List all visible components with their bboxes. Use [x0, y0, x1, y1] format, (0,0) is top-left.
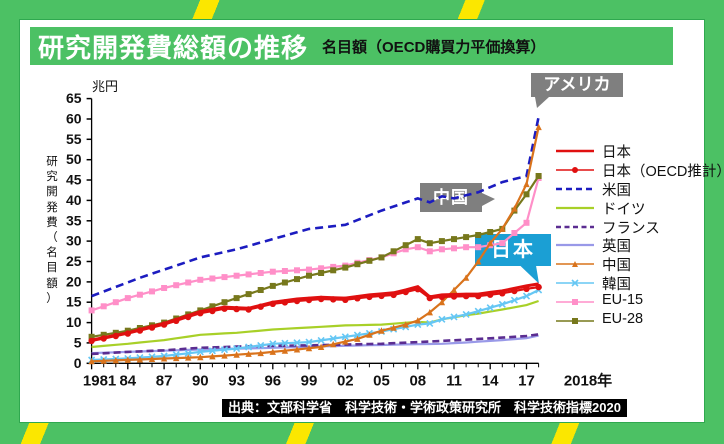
svg-text:17: 17	[518, 372, 535, 389]
svg-text:0: 0	[74, 355, 82, 371]
svg-text:10: 10	[66, 314, 82, 330]
svg-text:40: 40	[66, 192, 82, 208]
svg-text:05: 05	[373, 372, 390, 389]
svg-text:2018年: 2018年	[564, 371, 612, 389]
svg-text:90: 90	[192, 372, 209, 389]
svg-text:93: 93	[228, 372, 245, 389]
svg-text:14: 14	[482, 372, 499, 389]
svg-text:35: 35	[66, 212, 82, 228]
svg-text:02: 02	[337, 372, 354, 389]
svg-text:99: 99	[301, 372, 318, 389]
svg-text:60: 60	[66, 111, 82, 127]
svg-text:50: 50	[66, 151, 82, 167]
svg-text:1981: 1981	[83, 372, 116, 389]
svg-text:55: 55	[66, 131, 82, 147]
svg-text:5: 5	[74, 334, 82, 350]
svg-text:84: 84	[119, 372, 136, 389]
svg-text:96: 96	[264, 372, 281, 389]
svg-text:30: 30	[66, 233, 82, 249]
svg-text:08: 08	[409, 372, 426, 389]
svg-text:11: 11	[446, 372, 462, 389]
svg-text:45: 45	[66, 172, 82, 188]
svg-text:15: 15	[66, 294, 82, 310]
svg-text:20: 20	[66, 273, 82, 289]
svg-text:87: 87	[156, 372, 173, 389]
svg-text:65: 65	[66, 90, 82, 106]
svg-text:25: 25	[66, 253, 82, 269]
